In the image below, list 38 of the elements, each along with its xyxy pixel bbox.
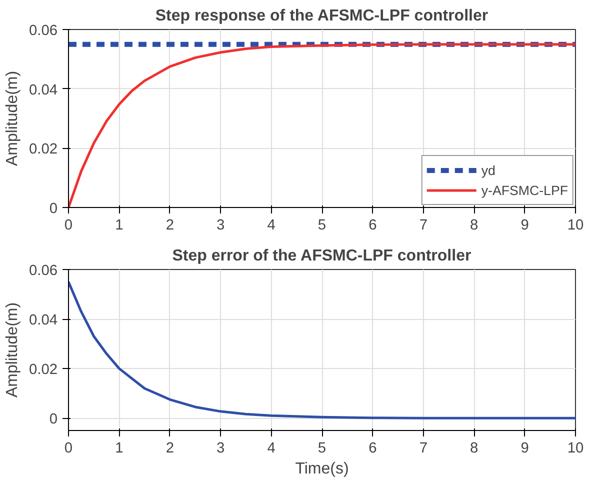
line-series — [68, 280, 576, 420]
x-tick-label: 0 — [64, 440, 73, 456]
y-tick-label: 0.04 — [28, 82, 58, 98]
chart-title: Step error of the AFSMC-LPF controller — [172, 248, 472, 264]
x-tick-label: 7 — [419, 218, 428, 234]
x-tick-label: 4 — [267, 218, 276, 234]
y-tick-label: 0.02 — [28, 142, 58, 158]
x-tick-label: 0 — [64, 218, 73, 234]
y-tick-label: 0 — [49, 201, 58, 217]
x-tick-label: 9 — [520, 440, 529, 456]
x-tick-label: 4 — [267, 440, 276, 456]
x-tick-label: 8 — [470, 218, 478, 234]
x-tick-label: 8 — [470, 440, 478, 456]
x-axis-title: Time(s) — [295, 460, 349, 478]
y-tick-label: 0.06 — [28, 23, 58, 39]
x-tick-label: 9 — [520, 218, 529, 234]
x-tick-label: 3 — [216, 440, 225, 456]
x-tick-label: 6 — [368, 218, 377, 234]
y-tick-label: 0 — [49, 412, 58, 428]
x-tick-label: 5 — [318, 440, 326, 456]
x-tick-label: 2 — [166, 440, 174, 456]
y-axis-title: Amplitude(m) — [4, 302, 21, 398]
x-tick-label: 10 — [567, 218, 584, 234]
y-tick-label: 0.04 — [28, 312, 58, 329]
x-tick-label: 5 — [318, 218, 326, 234]
x-tick-label: 3 — [216, 218, 225, 234]
x-tick-label: 2 — [166, 218, 174, 234]
chart-title: Step response of the AFSMC-LPF controller — [155, 8, 488, 24]
y-tick-label: 0.06 — [28, 263, 58, 279]
x-tick-label: 6 — [368, 440, 377, 456]
x-tick-label: 10 — [567, 440, 584, 456]
y-axis-title: Amplitude(m) — [4, 70, 21, 166]
legend-label: yd — [481, 162, 496, 178]
legend-label: y-AFSMC-LPF — [481, 182, 568, 198]
x-tick-label: 1 — [115, 218, 124, 234]
x-tick-label: 7 — [419, 440, 428, 456]
x-tick-label: 1 — [115, 440, 124, 456]
y-tick-label: 0.02 — [28, 362, 58, 378]
